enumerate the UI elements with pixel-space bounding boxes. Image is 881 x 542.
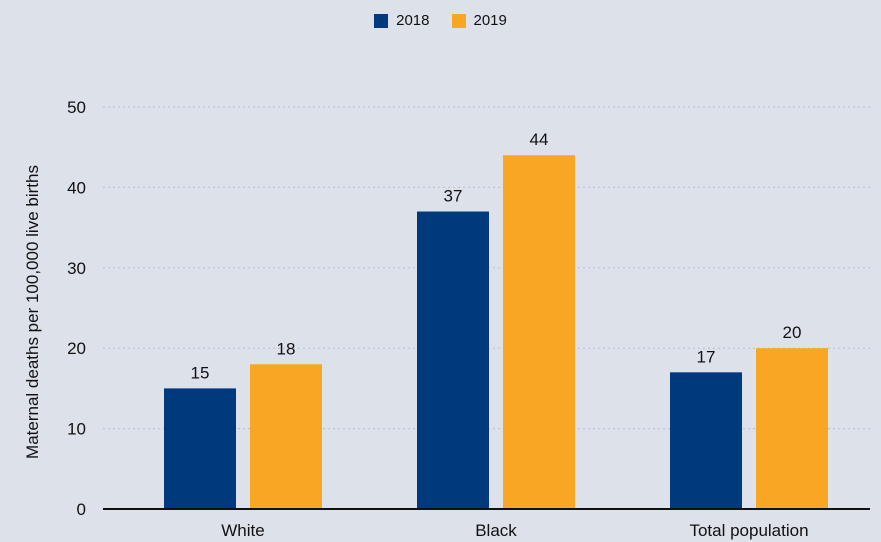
data-label-total-population-2019: 20 [783,323,802,342]
y-tick-label-10: 10 [67,420,86,439]
bar-black-2019 [503,155,575,510]
legend-item-2019: 2019 [451,12,507,29]
legend: 2018 2019 [0,12,881,29]
legend-item-2018: 2018 [374,12,430,29]
y-axis-title: Maternal deaths per 100,000 live births [23,165,42,459]
bar-white-2018 [164,388,236,509]
y-tick-label-50: 50 [67,98,86,117]
y-tick-label-0: 0 [77,500,86,519]
bar-black-2018 [417,211,489,509]
x-tick-label-black: Black [475,521,517,540]
x-tick-label-total-population: Total population [689,521,808,540]
data-label-black-2018: 37 [444,187,463,206]
x-tick-label-white: White [221,521,264,540]
bar-total-population-2019 [756,348,828,509]
y-tick-label-30: 30 [67,259,86,278]
y-tick-label-40: 40 [67,178,86,197]
legend-label-2019: 2019 [473,12,507,29]
legend-swatch-2018 [374,13,389,28]
bar-total-population-2018 [670,372,742,509]
data-label-black-2019: 44 [530,130,549,149]
legend-swatch-2019 [451,13,466,28]
bar-white-2019 [250,364,322,509]
data-label-white-2018: 15 [191,363,210,382]
legend-label-2018: 2018 [396,12,430,29]
y-tick-label-20: 20 [67,339,86,358]
data-label-white-2019: 18 [277,339,296,358]
data-label-total-population-2018: 17 [697,347,716,366]
